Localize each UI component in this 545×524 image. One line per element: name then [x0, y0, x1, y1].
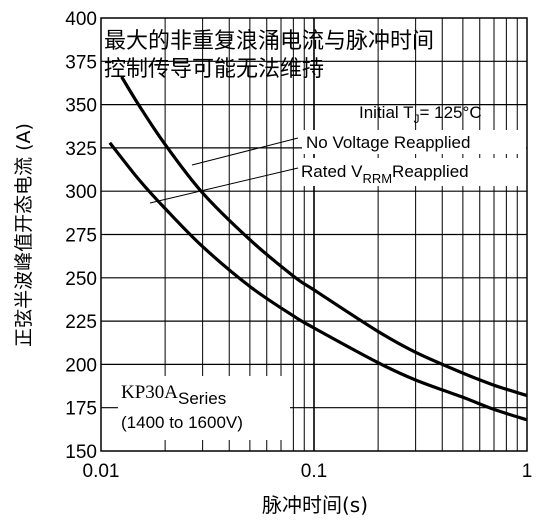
grid-lines [101, 18, 527, 451]
y-tick-label: 225 [65, 312, 97, 333]
no-voltage-label-bg [302, 130, 526, 154]
rated-label-bg [298, 158, 526, 186]
series-line-1 [120, 76, 528, 398]
initial-tj-annotation: Initial TJ= 125°C [359, 103, 482, 126]
chart-title-line-1: 最大的非重复浪涌电流与脉冲时间 [104, 29, 434, 54]
no-voltage-leader-line [191, 137, 299, 166]
y-tick-label: 350 [65, 96, 97, 117]
y-tick-label: 300 [65, 182, 97, 203]
y-tick-label: 375 [65, 52, 97, 73]
x-tick-label: 1 [522, 461, 533, 482]
rated-vrrm-label: Rated VRRMReapplied [301, 162, 469, 186]
y-tick-label: 400 [65, 9, 97, 30]
x-tick-label: 0.1 [301, 461, 327, 482]
rated-leader-line [149, 167, 299, 204]
x-axis-label: 脉冲时间(s) [262, 493, 368, 517]
y-tick-label: 200 [65, 355, 97, 376]
x-tick-label: 0.01 [83, 461, 120, 482]
y-tick-label: 325 [65, 139, 97, 160]
no-voltage-label: No Voltage Reapplied [306, 133, 470, 152]
series-line-2 [108, 141, 528, 422]
y-tick-label: 275 [65, 226, 97, 247]
y-tick-label: 150 [65, 442, 97, 463]
chart-title-line-2: 控制传导可能无法维持 [104, 57, 324, 82]
y-tick-label: 250 [65, 269, 97, 290]
plot-frame [100, 17, 528, 452]
series-model-label: KP30ASeries [121, 382, 226, 408]
y-axis-label: 正弦半波峰值开态电流 (A) [13, 123, 35, 347]
y-tick-label: 175 [65, 399, 97, 420]
series-label-bg [118, 376, 290, 440]
data-curves [108, 76, 528, 422]
series-range-label: (1400 to 1600V) [121, 413, 243, 432]
